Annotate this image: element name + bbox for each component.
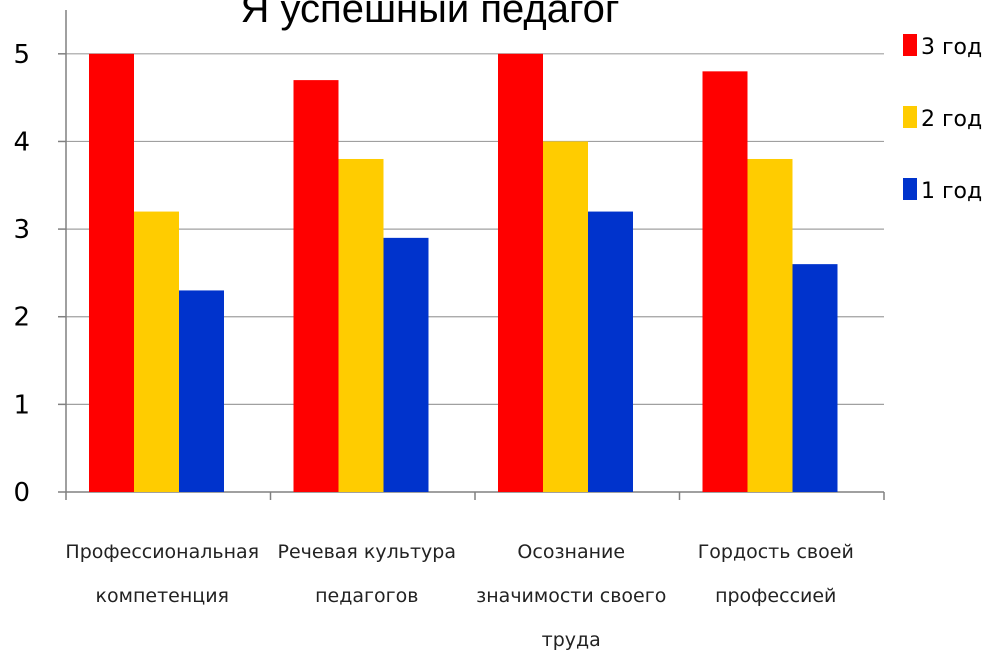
legend-label: 1 год: [921, 179, 982, 204]
bars: [89, 53, 838, 493]
y-tick-label: 3: [13, 215, 30, 245]
legend-label: 2 год: [921, 107, 982, 132]
x-category-label-line: Профессиональная: [65, 541, 259, 563]
bar-1-год-1: [179, 290, 224, 492]
x-category-label-line: педагогов: [315, 585, 418, 607]
y-tick-label: 1: [13, 390, 30, 420]
bar-2-год-2: [338, 158, 384, 492]
y-tick-label: 4: [13, 127, 30, 157]
x-category-label-line: значимости своего: [476, 585, 666, 607]
legend-swatch: [903, 34, 917, 56]
bar-2-год-3: [543, 141, 588, 493]
bar-3-год-3: [498, 53, 543, 493]
legend-swatch: [903, 106, 917, 128]
x-category-label: Гордость своей профессией: [698, 541, 854, 607]
x-category-label-line: Гордость своей: [698, 541, 854, 563]
x-category-label-line: труда: [542, 629, 601, 651]
x-category-label-line: Осознание: [517, 541, 625, 563]
x-category-label: Профессиональная компетенция: [65, 541, 259, 607]
x-axis-labels: Профессиональная компетенция Речевая культ…: [65, 541, 853, 651]
bar-1-год-3: [588, 211, 633, 492]
bar-3-год-1: [89, 53, 134, 493]
bar-3-год-4: [702, 71, 748, 492]
x-category-label-line: профессией: [715, 585, 836, 607]
legend: 3 год 2 год 1 год: [903, 34, 982, 204]
bar-2-год-1: [134, 211, 179, 492]
x-category-label: Осознание значимости своего труда: [476, 541, 666, 651]
y-tick-label: 0: [13, 478, 30, 508]
bar-1-год-2: [383, 237, 429, 492]
legend-label: 3 год: [921, 35, 982, 60]
bar-1-год-4: [792, 264, 838, 492]
y-tick-label: 5: [13, 40, 30, 70]
x-category-label-line: Речевая культура: [278, 541, 456, 563]
legend-swatch: [903, 178, 917, 200]
x-category-label-line: компетенция: [96, 585, 229, 607]
bar-2-год-4: [747, 158, 793, 492]
chart-title: Я успешный педагог: [240, 0, 619, 31]
bar-3-год-2: [293, 80, 339, 492]
y-axis-ticks: 0 1 2 3 4 5: [13, 40, 30, 508]
y-tick-label: 2: [13, 303, 30, 333]
x-category-label: Речевая культура педагогов: [278, 541, 456, 607]
